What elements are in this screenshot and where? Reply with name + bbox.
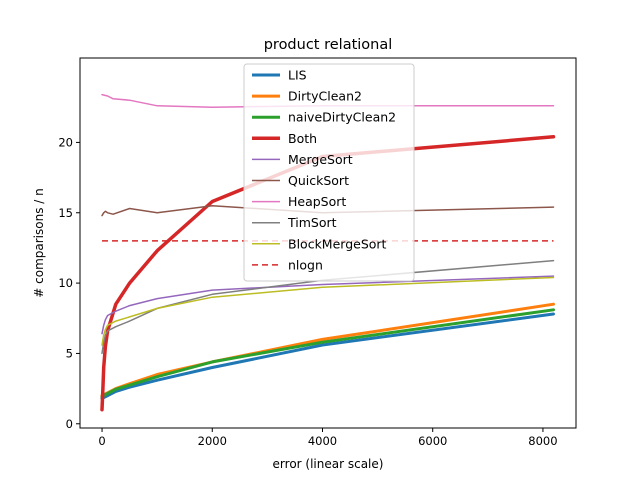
y-tick-label: 10 xyxy=(58,276,73,290)
y-axis-label: # comparisons / n xyxy=(32,188,46,297)
y-tick-label: 20 xyxy=(58,135,73,149)
x-tick-label: 6000 xyxy=(418,434,447,448)
axes-frame xyxy=(79,57,577,429)
legend-label: nlogn xyxy=(288,257,323,272)
legend-label: Both xyxy=(288,131,317,146)
legend-label: QuickSort xyxy=(288,173,349,188)
series-line-lis xyxy=(100,312,555,400)
x-tick-label: 8000 xyxy=(528,434,557,448)
legend-label: BlockMergeSort xyxy=(288,236,387,251)
y-tick-label: 15 xyxy=(58,206,73,220)
x-axis-label: error (linear scale) xyxy=(273,457,384,471)
chart-title: product relational xyxy=(264,37,393,53)
legend-label: MergeSort xyxy=(288,152,353,167)
series-line-blockmergesort xyxy=(101,276,555,346)
legend-label: HeapSort xyxy=(288,194,346,209)
x-axis-ticks: 0 2000 4000 6000 8000 xyxy=(98,428,558,448)
legend-label: DirtyClean2 xyxy=(288,89,362,104)
series-line-timsort xyxy=(101,259,555,355)
legend-label: TimSort xyxy=(287,215,337,230)
legend-label: naiveDirtyClean2 xyxy=(288,110,396,125)
y-tick-label: 0 xyxy=(66,417,73,431)
y-tick-label: 5 xyxy=(66,346,73,360)
x-tick-label: 0 xyxy=(98,434,105,448)
legend-box xyxy=(243,63,415,282)
legend-label: LIS xyxy=(288,68,307,83)
series-line-naivedirtyclean2 xyxy=(100,308,555,399)
y-axis-ticks: 0 5 10 15 20 xyxy=(58,135,80,431)
x-tick-label: 2000 xyxy=(198,434,227,448)
x-tick-label: 4000 xyxy=(308,434,337,448)
legend: LIS DirtyClean2 naiveDirtyClean2 Both MergeS… xyxy=(243,63,415,282)
